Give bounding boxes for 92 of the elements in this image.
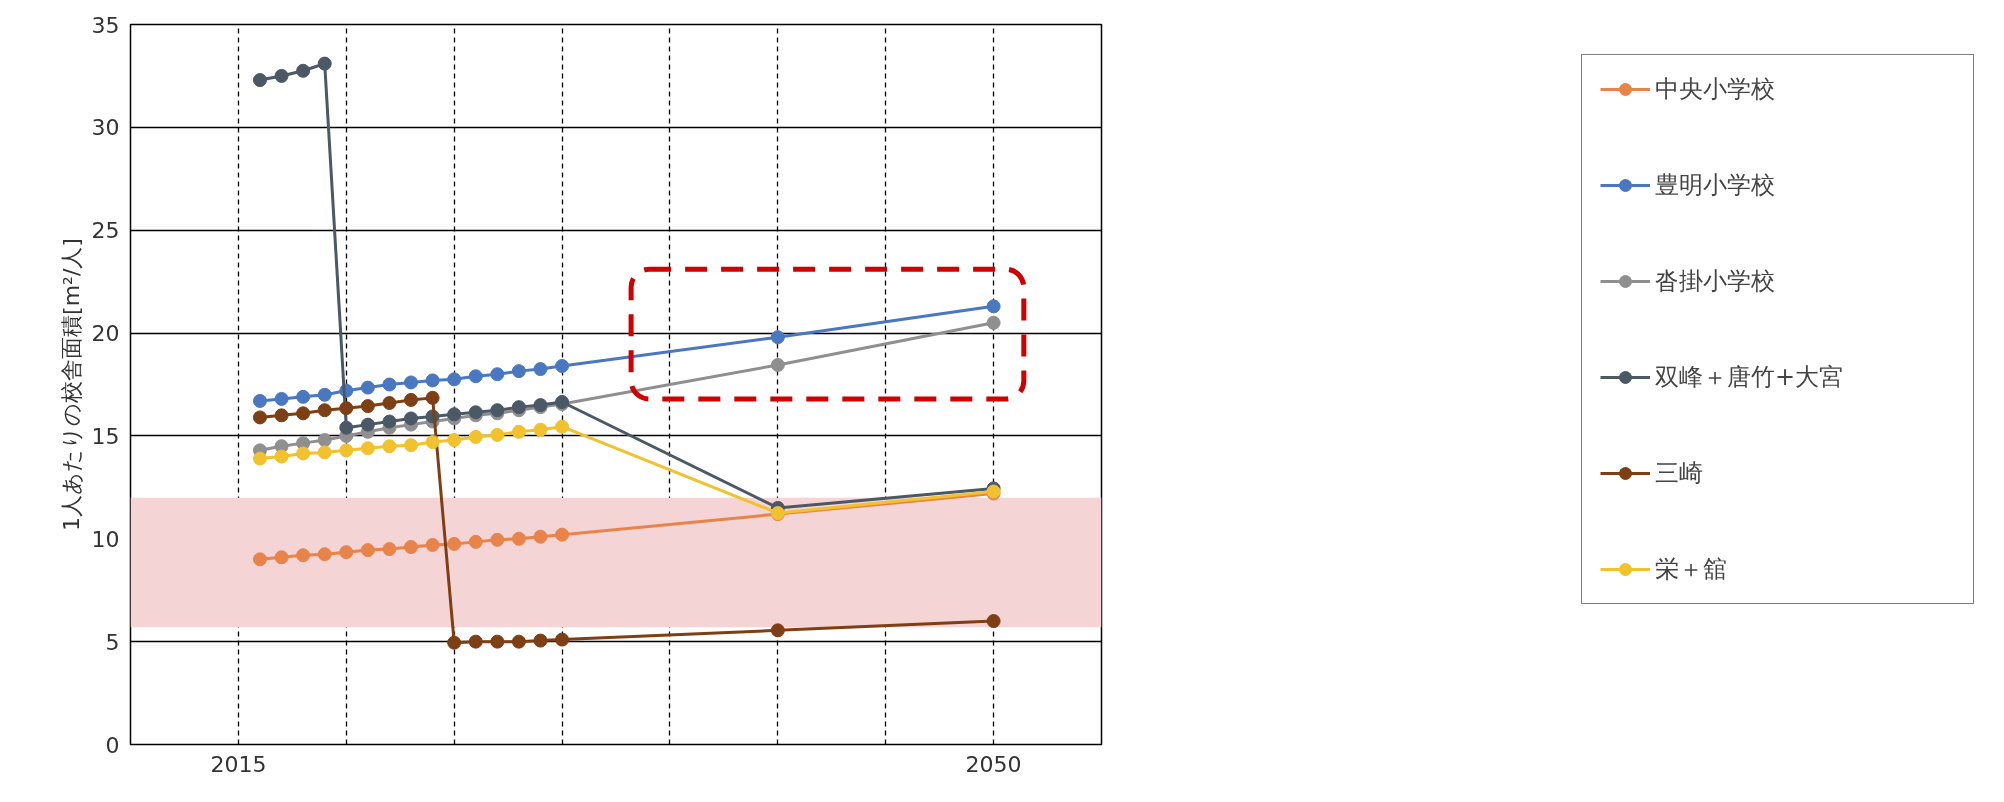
point [317, 433, 332, 448]
point [274, 449, 289, 464]
y-tick-label: 10 [91, 526, 120, 552]
y-tick-label: 25 [91, 218, 120, 244]
point [555, 527, 570, 542]
point [317, 547, 332, 562]
point [296, 63, 311, 78]
point [447, 635, 462, 650]
legend-label: 中央小学校 [1655, 74, 1776, 105]
point [252, 393, 267, 408]
point [770, 623, 785, 638]
point [511, 424, 526, 439]
point [468, 634, 483, 649]
point [468, 369, 483, 384]
x-tick-label: 2015 [210, 751, 267, 777]
point [274, 408, 289, 423]
point [404, 411, 419, 426]
x-tick-label: 2050 [965, 751, 1022, 777]
point [511, 531, 526, 546]
point [490, 367, 505, 382]
y-tick-label: 20 [91, 321, 120, 347]
point [533, 633, 548, 648]
point [447, 536, 462, 551]
point [317, 56, 332, 71]
legend-label: 双峰＋唐竹+大宮 [1655, 362, 1845, 393]
point [986, 315, 1001, 330]
point [382, 414, 397, 429]
point [533, 362, 548, 377]
y-tick-label: 35 [91, 12, 120, 38]
point [533, 529, 548, 544]
point [252, 410, 267, 425]
point [360, 417, 375, 432]
point [360, 441, 375, 456]
point [274, 550, 289, 565]
point [339, 545, 354, 560]
point [274, 391, 289, 406]
point [986, 614, 1001, 629]
point [425, 373, 440, 388]
point [425, 390, 440, 405]
point [425, 537, 440, 552]
point [360, 543, 375, 558]
point [511, 634, 526, 649]
point [511, 364, 526, 379]
point [468, 429, 483, 444]
point [555, 632, 570, 647]
point [252, 552, 267, 567]
legend-label: 栄＋舘 [1655, 554, 1728, 585]
point [252, 451, 267, 466]
point [490, 634, 505, 649]
point [360, 380, 375, 395]
point [296, 548, 311, 563]
point [296, 406, 311, 421]
point [339, 401, 354, 416]
point [404, 540, 419, 554]
point [317, 445, 332, 460]
y-tick-label: 15 [91, 423, 120, 449]
point [339, 420, 354, 435]
y-tick-label: 30 [91, 115, 120, 141]
point [404, 375, 419, 390]
point [447, 407, 462, 422]
point [447, 433, 462, 448]
legend-label: 豊明小学校 [1655, 170, 1776, 201]
point [425, 435, 440, 450]
point [296, 389, 311, 404]
point [468, 534, 483, 549]
legend-label: 沓掛小学校 [1655, 266, 1776, 297]
point [317, 387, 332, 402]
point [382, 439, 397, 454]
point [317, 403, 332, 418]
point [404, 392, 419, 407]
legend-label: 三崎 [1655, 458, 1704, 489]
point [770, 330, 785, 345]
point [447, 372, 462, 387]
point [404, 438, 419, 453]
point [770, 357, 785, 372]
point [382, 377, 397, 392]
point [986, 299, 1001, 314]
point [490, 532, 505, 547]
point [274, 68, 289, 83]
point [382, 396, 397, 410]
point [360, 399, 375, 414]
point [382, 542, 397, 557]
point [555, 359, 570, 373]
point [252, 73, 267, 88]
y-tick-label: 0 [105, 732, 120, 758]
y-tick-label: 5 [105, 629, 120, 655]
point [490, 427, 505, 442]
point [533, 422, 548, 437]
point [555, 419, 570, 434]
y-axis-title: 1人あたりの校舎面積[m²/人] [58, 238, 84, 531]
point [339, 443, 354, 458]
point [296, 446, 311, 461]
